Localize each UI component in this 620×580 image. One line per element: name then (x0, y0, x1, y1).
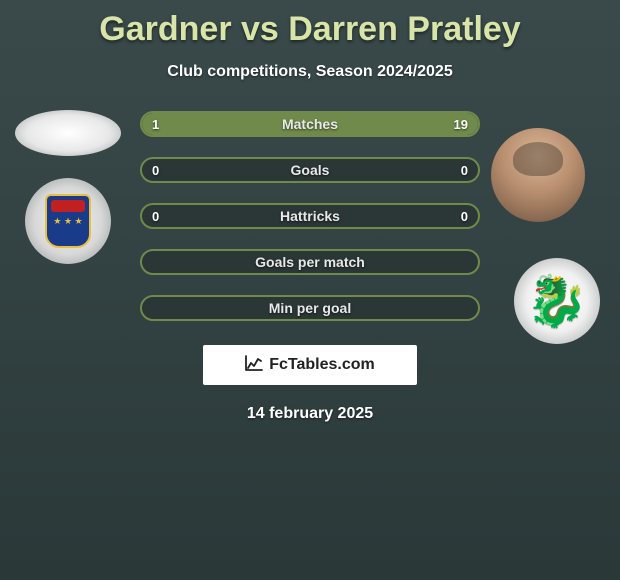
stat-label: Matches (142, 113, 478, 135)
logo-text: FcTables.com (269, 356, 375, 374)
stat-value-right: 0 (461, 159, 468, 181)
stat-row: Hattricks0 0 (140, 203, 480, 229)
date-label: 14 february 2025 (0, 405, 620, 423)
stat-row: Goals per match (140, 249, 480, 275)
logo-text-prefix: Fc (269, 356, 288, 373)
stat-row: Matches1 19 (140, 111, 480, 137)
logo-text-main: Tables (288, 356, 338, 373)
page-title: Gardner vs Darren Pratley (0, 0, 620, 49)
chart-icon (245, 355, 263, 376)
stat-label: Min per goal (142, 297, 478, 319)
subtitle: Club competitions, Season 2024/2025 (0, 63, 620, 81)
stat-value-right: 0 (461, 205, 468, 227)
comparison-chart: Matches119Goals00Hattricks00Goals per ma… (0, 111, 620, 321)
stat-value-right: 19 (454, 113, 468, 135)
stat-value-left: 0 (152, 159, 159, 181)
stat-label: Hattricks (142, 205, 478, 227)
stat-row: Min per goal (140, 295, 480, 321)
stat-row: Goals0 0 (140, 157, 480, 183)
stat-label: Goals (142, 159, 478, 181)
fctables-logo: FcTables.com (203, 345, 417, 385)
stat-value-left: 1 (152, 113, 159, 135)
logo-text-suffix: .com (337, 356, 374, 373)
stat-value-left: 0 (152, 205, 159, 227)
stat-label: Goals per match (142, 251, 478, 273)
